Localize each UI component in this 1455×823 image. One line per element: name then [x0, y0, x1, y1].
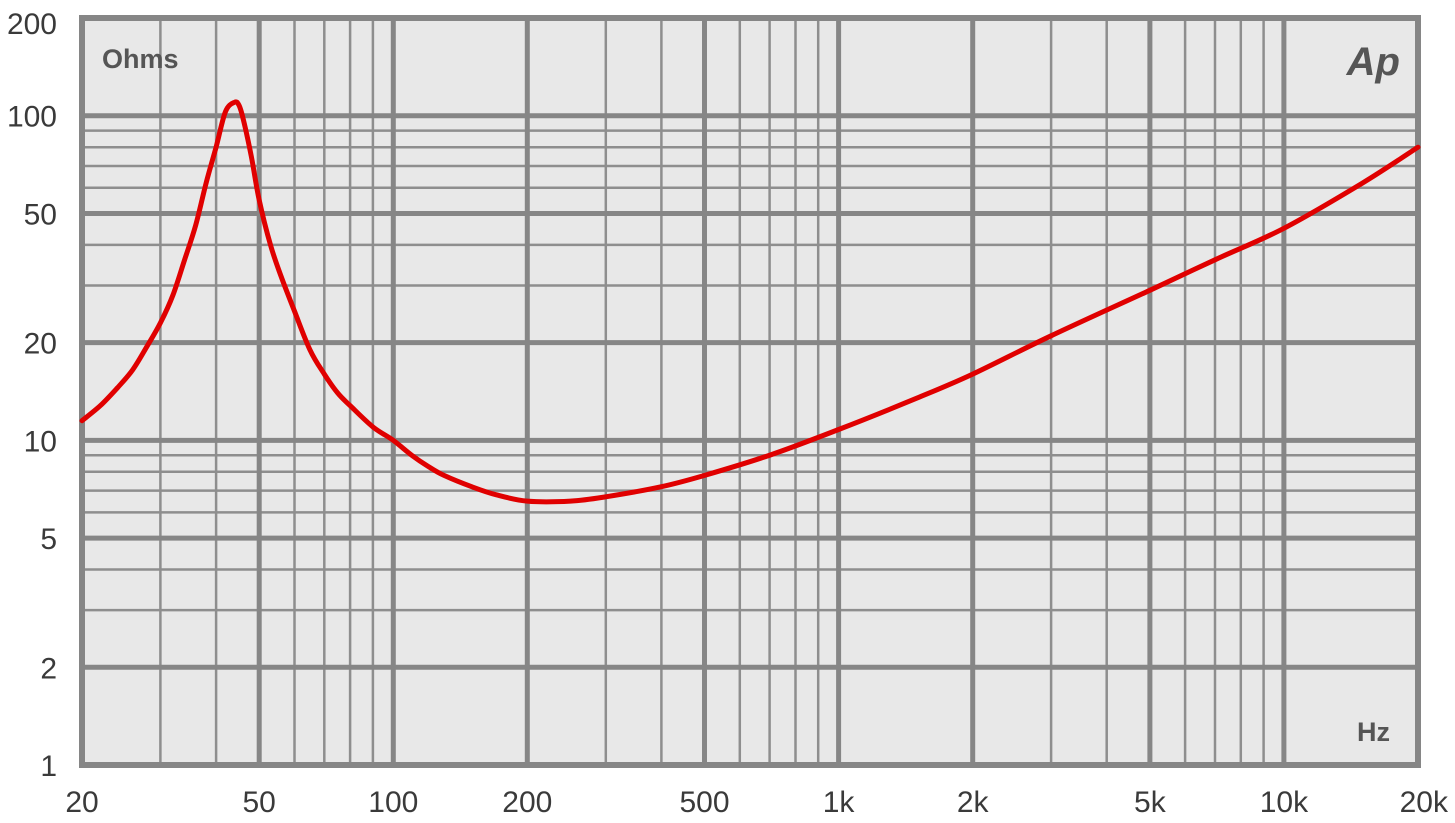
x-tick-label: 20k: [1400, 786, 1449, 819]
x-tick-label: 100: [368, 786, 418, 819]
plot-area: [82, 18, 1418, 765]
ap-logo: Ap: [1346, 40, 1400, 84]
y-tick-label: 20: [24, 328, 57, 361]
y-unit-label: Ohms: [102, 44, 179, 74]
y-tick-label: 1: [40, 750, 57, 783]
y-tick-label: 200: [7, 8, 57, 41]
x-tick-label: 5k: [1134, 786, 1167, 819]
x-tick-labels: 20 50 100 200 500 1k 2k 5k 10k 20k: [65, 786, 1449, 819]
y-tick-label: 50: [24, 199, 57, 232]
x-tick-label: 20: [65, 786, 98, 819]
y-tick-label: 2: [40, 652, 57, 685]
x-unit-label: Hz: [1357, 717, 1390, 747]
x-tick-label: 1k: [823, 786, 856, 819]
x-tick-label: 10k: [1260, 786, 1309, 819]
plot-border: [79, 15, 1421, 768]
x-tick-label: 2k: [957, 786, 990, 819]
y-tick-label: 10: [24, 425, 57, 458]
major-grid: [82, 18, 1418, 765]
impedance-curve: [79, 99, 1421, 505]
minor-grid: [82, 18, 1418, 765]
y-tick-labels: 1 2 5 10 20 50 100 200: [7, 8, 57, 783]
x-tick-label: 50: [243, 786, 276, 819]
x-tick-label: 500: [679, 786, 729, 819]
x-tick-label: 200: [502, 786, 552, 819]
y-tick-label: 5: [40, 523, 57, 556]
y-tick-label: 100: [7, 101, 57, 134]
